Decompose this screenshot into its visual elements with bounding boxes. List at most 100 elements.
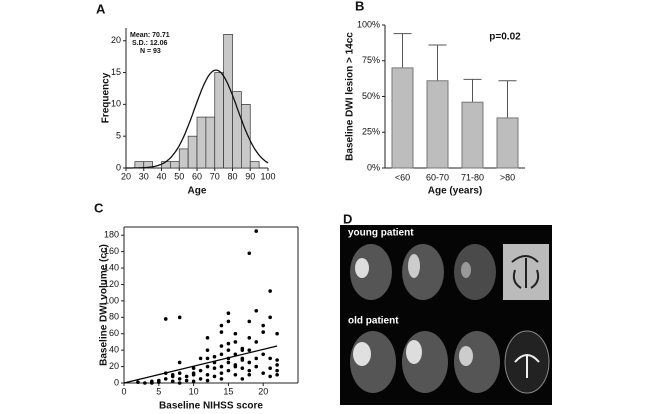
point <box>226 311 231 316</box>
histogram-bar <box>134 161 145 169</box>
point <box>205 356 210 361</box>
point <box>240 377 245 381</box>
point <box>240 348 245 352</box>
point <box>198 377 203 381</box>
histogram-bar <box>170 161 180 169</box>
x-axis-label: Age <box>188 186 207 197</box>
y-axis-label: Baseline DWI volume (cc) <box>99 244 110 366</box>
mri-slices <box>350 244 550 394</box>
y-tick-label: 40 <box>109 345 119 355</box>
x-tick-label: 5 <box>156 386 161 396</box>
point <box>212 366 217 371</box>
point <box>268 366 272 371</box>
fit-line <box>123 345 278 384</box>
x-tick-label: 10 <box>189 386 199 396</box>
y-tick-label: 160 <box>104 246 119 256</box>
x-tick-label: 50 <box>174 171 184 181</box>
point <box>226 341 231 346</box>
point <box>177 315 182 320</box>
x-tick-label: 0 <box>121 386 126 396</box>
point <box>233 352 238 357</box>
point <box>219 344 224 348</box>
point <box>240 366 245 371</box>
y-tick-label: 5 <box>116 131 121 141</box>
point <box>275 372 279 377</box>
point <box>143 381 147 385</box>
point <box>233 340 238 344</box>
point <box>212 374 217 379</box>
y-axis-label: Frequency <box>101 72 112 123</box>
annotation: p=0.02 <box>489 32 521 43</box>
point <box>226 348 231 352</box>
row-label: old patient <box>348 316 399 327</box>
x-tick-label: 60 <box>192 171 202 181</box>
x-tick-label: 70 <box>210 171 220 181</box>
y-tick-label: 25% <box>362 127 380 137</box>
y-tick-label: 0 <box>116 162 121 172</box>
point <box>219 377 224 381</box>
point <box>184 374 189 379</box>
bar <box>426 80 449 169</box>
y-tick-label: 180 <box>104 230 119 240</box>
panel-label: B <box>355 0 364 13</box>
panel-label: D <box>343 211 352 226</box>
point <box>136 380 140 384</box>
point <box>275 368 279 373</box>
point <box>247 319 252 324</box>
y-tick-label: 100% <box>357 19 380 29</box>
histogram-bar <box>223 34 233 169</box>
y-tick-label: 75% <box>362 55 380 65</box>
point <box>205 372 210 377</box>
stat-label: Mean: 70.71 <box>130 32 170 39</box>
panel-label: C <box>94 200 104 215</box>
point <box>261 352 266 357</box>
bar <box>496 117 519 169</box>
point <box>268 315 272 320</box>
point <box>233 363 238 367</box>
y-tick-label: 140 <box>104 262 119 272</box>
x-tick-label: 80 <box>227 171 237 181</box>
x-tick-label: 30 <box>139 171 149 181</box>
point <box>275 363 279 367</box>
point <box>219 352 224 357</box>
point <box>163 317 168 321</box>
y-tick-label: 120 <box>104 279 119 289</box>
y-tick-label: 0 <box>114 377 119 387</box>
x-tick-label: 15 <box>223 386 233 396</box>
y-tick-label: 50% <box>362 91 380 101</box>
point <box>247 251 252 256</box>
point <box>205 364 210 369</box>
x-tick-label: 20 <box>258 386 268 396</box>
bar <box>391 67 414 169</box>
y-tick-label: 100 <box>104 295 119 305</box>
point <box>233 331 238 336</box>
histogram-bar <box>161 161 171 169</box>
point <box>157 378 161 383</box>
point <box>268 356 272 361</box>
point <box>191 379 196 384</box>
point <box>240 356 245 361</box>
y-tick-label: 0% <box>367 162 380 172</box>
point <box>177 377 182 381</box>
point <box>205 348 210 352</box>
x-tick-label: 60-70 <box>426 172 449 182</box>
point <box>268 374 272 379</box>
row-label: young patient <box>348 228 414 239</box>
point <box>170 372 175 377</box>
point <box>268 289 272 293</box>
point <box>177 360 182 365</box>
x-tick-label: 40 <box>156 171 166 181</box>
histogram-bar <box>187 135 198 169</box>
stat-label: S.D.: 12.06 <box>132 40 168 47</box>
histogram-bar <box>214 72 224 169</box>
point <box>261 371 266 375</box>
x-axis-label: Baseline NIHSS score <box>159 401 263 412</box>
x-tick-label: 20 <box>121 171 131 181</box>
point <box>191 366 196 371</box>
point <box>247 372 252 377</box>
point <box>261 330 266 334</box>
point <box>275 358 279 362</box>
point <box>205 336 210 340</box>
x-axis-label: Age (years) <box>428 186 482 197</box>
